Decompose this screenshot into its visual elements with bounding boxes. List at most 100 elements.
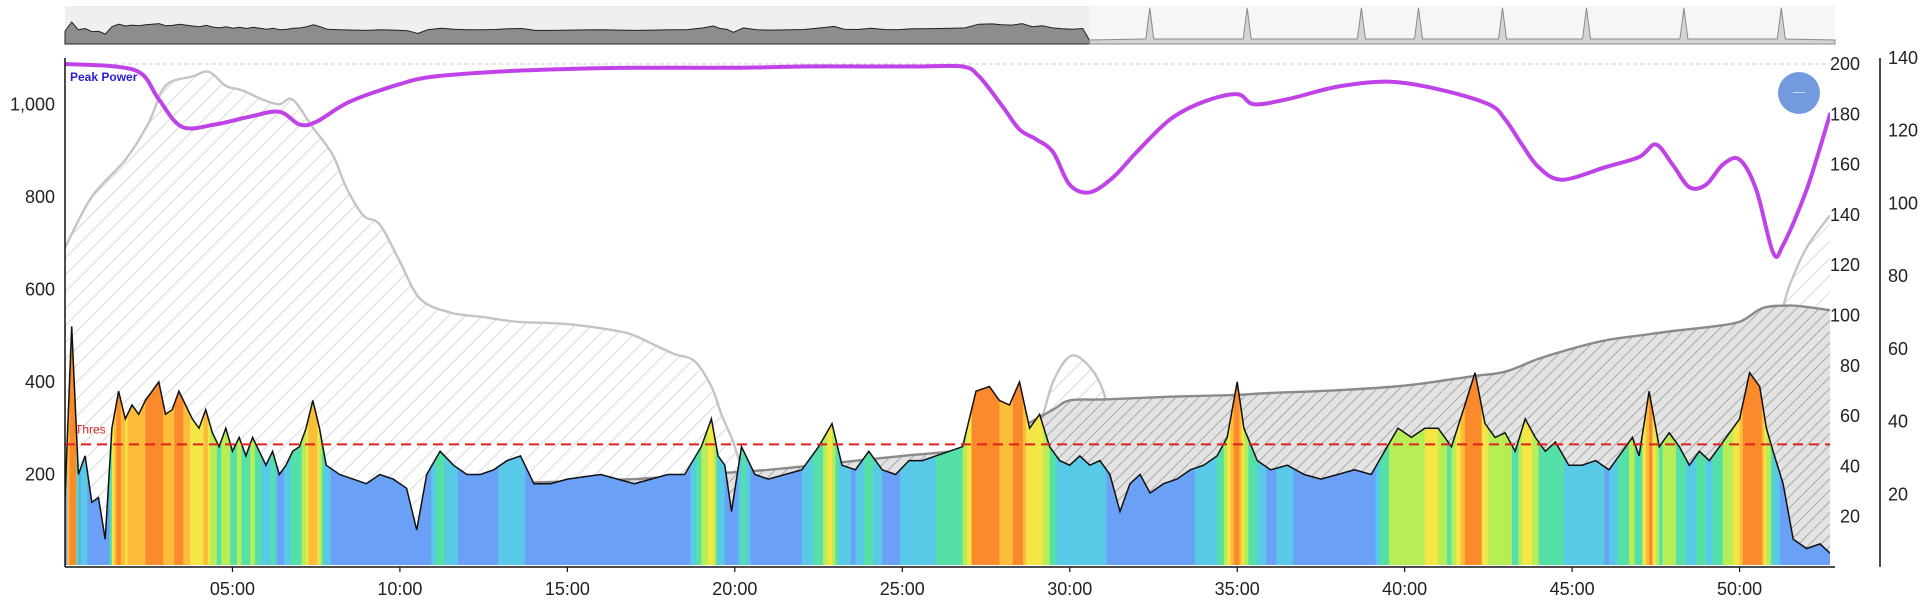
left-tick-label: 200 bbox=[25, 464, 55, 484]
power-stripe bbox=[1106, 469, 1111, 565]
power-stripe bbox=[502, 460, 508, 565]
power-stripe bbox=[1212, 455, 1218, 565]
power-stripe bbox=[904, 460, 910, 565]
right1-tick-label: 100 bbox=[1830, 306, 1860, 326]
power-stripe bbox=[1815, 543, 1821, 565]
power-stripe bbox=[1729, 428, 1734, 565]
power-stripe bbox=[1742, 388, 1747, 565]
power-stripe bbox=[967, 409, 973, 565]
power-stripe bbox=[339, 474, 345, 565]
power-stripe bbox=[1682, 452, 1687, 565]
power-stripe bbox=[690, 455, 697, 565]
power-stripe bbox=[1022, 397, 1027, 565]
power-stripe bbox=[248, 443, 251, 565]
x-tick-label: 35:00 bbox=[1215, 579, 1260, 599]
peak-power-line bbox=[65, 62, 1830, 260]
power-stripe bbox=[1573, 465, 1579, 565]
power-stripe bbox=[1009, 397, 1014, 565]
right-axis-2-ticks: 20 40 60 80 100 120 140 bbox=[1888, 48, 1918, 504]
power-stripe bbox=[1375, 459, 1381, 565]
threshold-label: Thres bbox=[75, 422, 106, 436]
power-stripe bbox=[223, 428, 227, 565]
right1-tick-label: 200 bbox=[1830, 54, 1860, 74]
power-stripe bbox=[426, 466, 432, 565]
power-stripe bbox=[140, 405, 144, 565]
power-stripe bbox=[1150, 489, 1156, 565]
power-stripe bbox=[76, 425, 79, 565]
power-stripe bbox=[1826, 550, 1830, 565]
power-stripe bbox=[190, 414, 193, 565]
power-stripe bbox=[145, 397, 149, 565]
collapse-button[interactable] bbox=[1778, 72, 1820, 114]
power-stripe bbox=[125, 414, 129, 565]
power-stripe bbox=[471, 474, 477, 565]
power-stripe bbox=[1237, 381, 1240, 565]
power-stripe bbox=[259, 451, 263, 565]
power-stripe bbox=[818, 439, 824, 565]
power-stripe bbox=[281, 468, 285, 565]
power-stripe bbox=[1686, 459, 1690, 565]
power-stripe bbox=[310, 400, 314, 565]
power-stripe bbox=[1749, 372, 1754, 565]
power-stripe bbox=[1642, 412, 1647, 565]
power-stripe bbox=[324, 452, 327, 565]
power-stripe bbox=[1689, 460, 1694, 565]
power-stripe bbox=[656, 476, 663, 565]
right2-tick-label: 140 bbox=[1888, 48, 1918, 68]
power-stripe bbox=[1293, 468, 1300, 565]
power-stripe bbox=[1702, 454, 1707, 565]
power-stripe bbox=[105, 502, 108, 565]
power-stripe bbox=[944, 451, 950, 565]
overview-strip[interactable] bbox=[64, 6, 1836, 45]
power-stripe bbox=[1123, 493, 1128, 565]
power-stripe bbox=[1632, 437, 1636, 565]
power-stripe bbox=[1243, 428, 1249, 565]
power-stripe bbox=[1501, 432, 1506, 565]
power-stripe bbox=[1415, 431, 1421, 565]
power-stripe bbox=[679, 474, 686, 565]
power-stripe bbox=[1460, 405, 1466, 565]
power-stripe bbox=[183, 400, 187, 565]
power-stripe bbox=[440, 451, 446, 565]
power-stripe bbox=[1768, 435, 1772, 565]
power-stripe bbox=[225, 428, 229, 565]
power-stripe bbox=[850, 468, 856, 565]
power-stripe bbox=[763, 477, 769, 565]
power-stripe bbox=[1675, 442, 1680, 565]
power-stripe bbox=[306, 418, 309, 565]
power-stripe bbox=[1019, 381, 1024, 565]
power-stripe bbox=[838, 451, 843, 565]
power-stripe bbox=[1096, 460, 1101, 565]
power-stripe bbox=[489, 469, 495, 565]
power-stripe bbox=[344, 476, 350, 565]
power-stripe bbox=[1354, 469, 1361, 565]
power-stripe bbox=[971, 391, 977, 565]
power-stripe bbox=[1485, 423, 1489, 565]
gray-hatched-area bbox=[65, 71, 1830, 565]
power-stripe bbox=[628, 482, 635, 565]
power-stripe bbox=[1498, 434, 1503, 565]
overview-unselected-region[interactable] bbox=[1089, 6, 1835, 44]
power-stripe bbox=[1016, 381, 1021, 565]
power-stripe bbox=[835, 437, 840, 565]
power-stripe bbox=[1143, 480, 1148, 565]
power-stripe bbox=[1739, 403, 1744, 565]
power-stripe bbox=[1634, 443, 1638, 565]
power-stripe bbox=[1429, 428, 1435, 565]
power-stripe bbox=[301, 434, 305, 565]
power-stripe bbox=[1649, 391, 1654, 565]
power-stripe bbox=[545, 483, 552, 565]
power-stripe bbox=[695, 446, 702, 565]
power-stripe bbox=[194, 422, 198, 565]
power-stripe bbox=[1411, 434, 1417, 565]
right1-tick-label: 60 bbox=[1840, 406, 1860, 426]
power-stripe bbox=[639, 480, 647, 565]
power-stripe bbox=[80, 462, 84, 565]
power-stripe bbox=[958, 446, 964, 565]
power-stripe bbox=[274, 459, 278, 565]
power-stripe bbox=[1276, 466, 1283, 565]
right2-tick-label: 120 bbox=[1888, 121, 1918, 141]
power-stripe bbox=[196, 425, 200, 565]
power-stripe bbox=[1241, 412, 1245, 565]
power-stripe bbox=[1103, 465, 1108, 565]
